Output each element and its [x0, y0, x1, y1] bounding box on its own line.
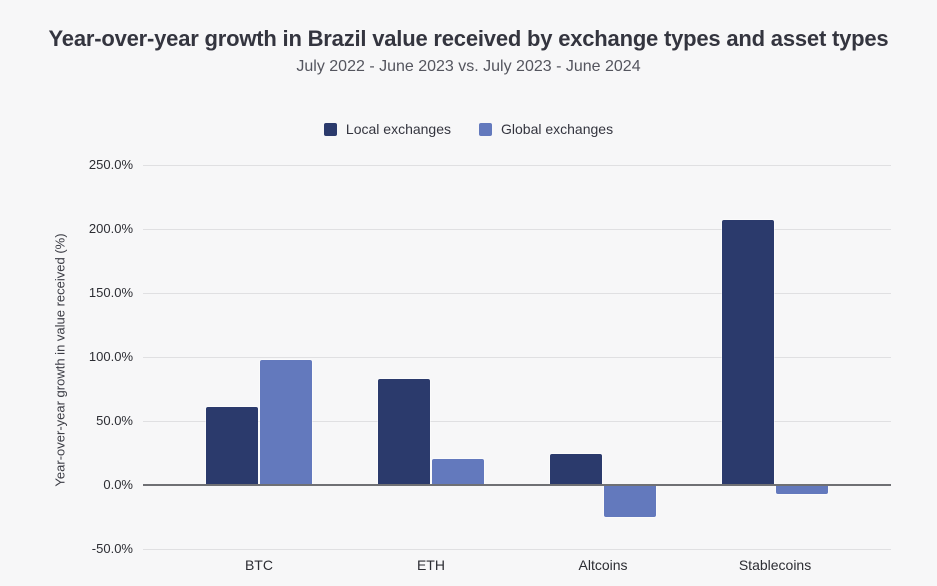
legend-swatch-local: [323, 122, 337, 136]
gridline: [143, 229, 891, 230]
y-tick-label: 50.0%: [96, 413, 133, 428]
bar-global-stablecoins[interactable]: [776, 485, 829, 494]
bar-global-btc[interactable]: [259, 359, 312, 485]
gridline: [143, 293, 891, 294]
chart-subtitle: July 2022 - June 2023 vs. July 2023 - Ju…: [296, 58, 641, 75]
gridline: [143, 421, 891, 422]
gridline: [143, 357, 891, 358]
bar-local-stablecoins[interactable]: [722, 220, 775, 485]
bar-local-btc[interactable]: [205, 406, 258, 485]
x-tick-label-stablecoins: Stablecoins: [738, 557, 812, 573]
legend-swatch-global: [479, 122, 492, 136]
legend-item-local-exchanges[interactable]: Local exchanges: [323, 121, 451, 137]
bar-local-altcoins[interactable]: [550, 454, 603, 485]
y-tick-label: 200.0%: [88, 221, 133, 236]
bar-global-eth[interactable]: [431, 459, 484, 485]
x-tick-label-altcoins: Altcoins: [578, 557, 628, 573]
x-tick-label-btc: BTC: [244, 557, 273, 573]
chart-title: Year-over-year growth in Brazil value re…: [48, 26, 889, 51]
gridline: [143, 165, 891, 166]
x-tick-label-eth: ETH: [416, 557, 445, 573]
plot-area: [143, 165, 891, 550]
legend-item-global-exchanges[interactable]: Global exchanges: [479, 121, 613, 137]
y-tick-label: -50.0%: [91, 541, 133, 556]
bar-global-altcoins[interactable]: [604, 485, 657, 517]
bar-local-eth[interactable]: [377, 378, 430, 485]
y-tick-label: 100.0%: [88, 349, 133, 364]
y-tick-label: 0.0%: [103, 477, 133, 492]
x-axis-zero-line: [143, 484, 891, 486]
y-tick-label: 150.0%: [88, 285, 133, 300]
legend-label-global: Global exchanges: [501, 121, 614, 137]
legend-label-local: Local exchanges: [345, 121, 451, 137]
legend: Local exchanges Global exchanges: [0, 121, 937, 137]
gridline: [143, 549, 891, 550]
y-tick-label: 250.0%: [88, 157, 133, 172]
